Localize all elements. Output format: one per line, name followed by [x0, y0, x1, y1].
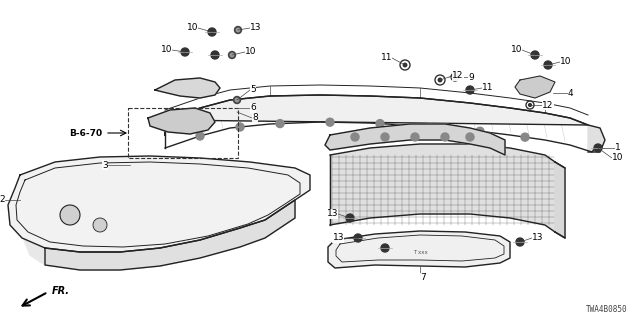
Circle shape [354, 234, 362, 242]
Polygon shape [328, 231, 510, 268]
Text: 13: 13 [333, 234, 344, 243]
Text: 11: 11 [482, 84, 493, 92]
Circle shape [276, 120, 284, 128]
Polygon shape [8, 200, 295, 270]
Circle shape [346, 214, 354, 222]
Text: 12: 12 [452, 71, 463, 81]
Bar [128, 108, 238, 158]
Text: 5: 5 [250, 85, 256, 94]
Circle shape [531, 51, 539, 59]
Circle shape [451, 73, 459, 81]
Circle shape [351, 133, 359, 141]
Circle shape [544, 61, 552, 69]
Text: 2: 2 [0, 196, 5, 204]
Circle shape [441, 133, 449, 141]
Text: 8: 8 [252, 114, 258, 123]
Polygon shape [165, 95, 588, 136]
Circle shape [211, 51, 219, 59]
Circle shape [93, 218, 107, 232]
Circle shape [381, 244, 389, 252]
Text: 10: 10 [245, 47, 257, 57]
Circle shape [181, 48, 189, 56]
Circle shape [426, 123, 434, 131]
Polygon shape [8, 156, 310, 252]
Circle shape [236, 28, 240, 32]
Circle shape [236, 98, 239, 102]
Circle shape [411, 133, 419, 141]
Circle shape [594, 144, 602, 152]
Circle shape [476, 127, 484, 135]
Circle shape [381, 133, 389, 141]
Polygon shape [148, 108, 215, 134]
Circle shape [529, 104, 531, 106]
Text: 9: 9 [468, 73, 474, 82]
Circle shape [236, 123, 244, 131]
Polygon shape [515, 76, 555, 98]
Text: 13: 13 [250, 23, 262, 33]
Polygon shape [555, 162, 565, 238]
Circle shape [230, 53, 234, 57]
Text: 10: 10 [560, 58, 572, 67]
Polygon shape [330, 144, 555, 232]
Circle shape [208, 28, 216, 36]
Text: 12: 12 [542, 100, 554, 109]
Polygon shape [155, 78, 220, 98]
Polygon shape [588, 125, 605, 152]
Text: 7: 7 [420, 274, 426, 283]
Text: TWA4B0850: TWA4B0850 [586, 305, 628, 314]
Text: 10: 10 [612, 154, 623, 163]
Polygon shape [325, 124, 505, 155]
Text: 13: 13 [326, 210, 338, 219]
Circle shape [326, 118, 334, 126]
Text: 10: 10 [161, 45, 172, 54]
Circle shape [466, 133, 474, 141]
Circle shape [196, 132, 204, 140]
Circle shape [234, 97, 241, 103]
Circle shape [403, 63, 407, 67]
Circle shape [376, 120, 384, 128]
Polygon shape [45, 200, 295, 270]
Text: 1: 1 [615, 143, 621, 153]
Text: T xxx: T xxx [413, 251, 428, 255]
Text: 6: 6 [250, 103, 256, 113]
Text: FR.: FR. [52, 286, 70, 296]
Text: 10: 10 [186, 23, 198, 33]
Circle shape [228, 52, 236, 59]
Circle shape [438, 78, 442, 82]
Text: B-6-70: B-6-70 [69, 129, 102, 138]
Circle shape [60, 205, 80, 225]
Text: 11: 11 [381, 53, 392, 62]
Text: 10: 10 [511, 45, 522, 54]
Circle shape [466, 86, 474, 94]
Text: 3: 3 [102, 161, 108, 170]
Text: 4: 4 [568, 89, 573, 98]
Circle shape [521, 133, 529, 141]
Circle shape [234, 27, 241, 34]
Circle shape [516, 238, 524, 246]
Text: 13: 13 [532, 234, 543, 243]
